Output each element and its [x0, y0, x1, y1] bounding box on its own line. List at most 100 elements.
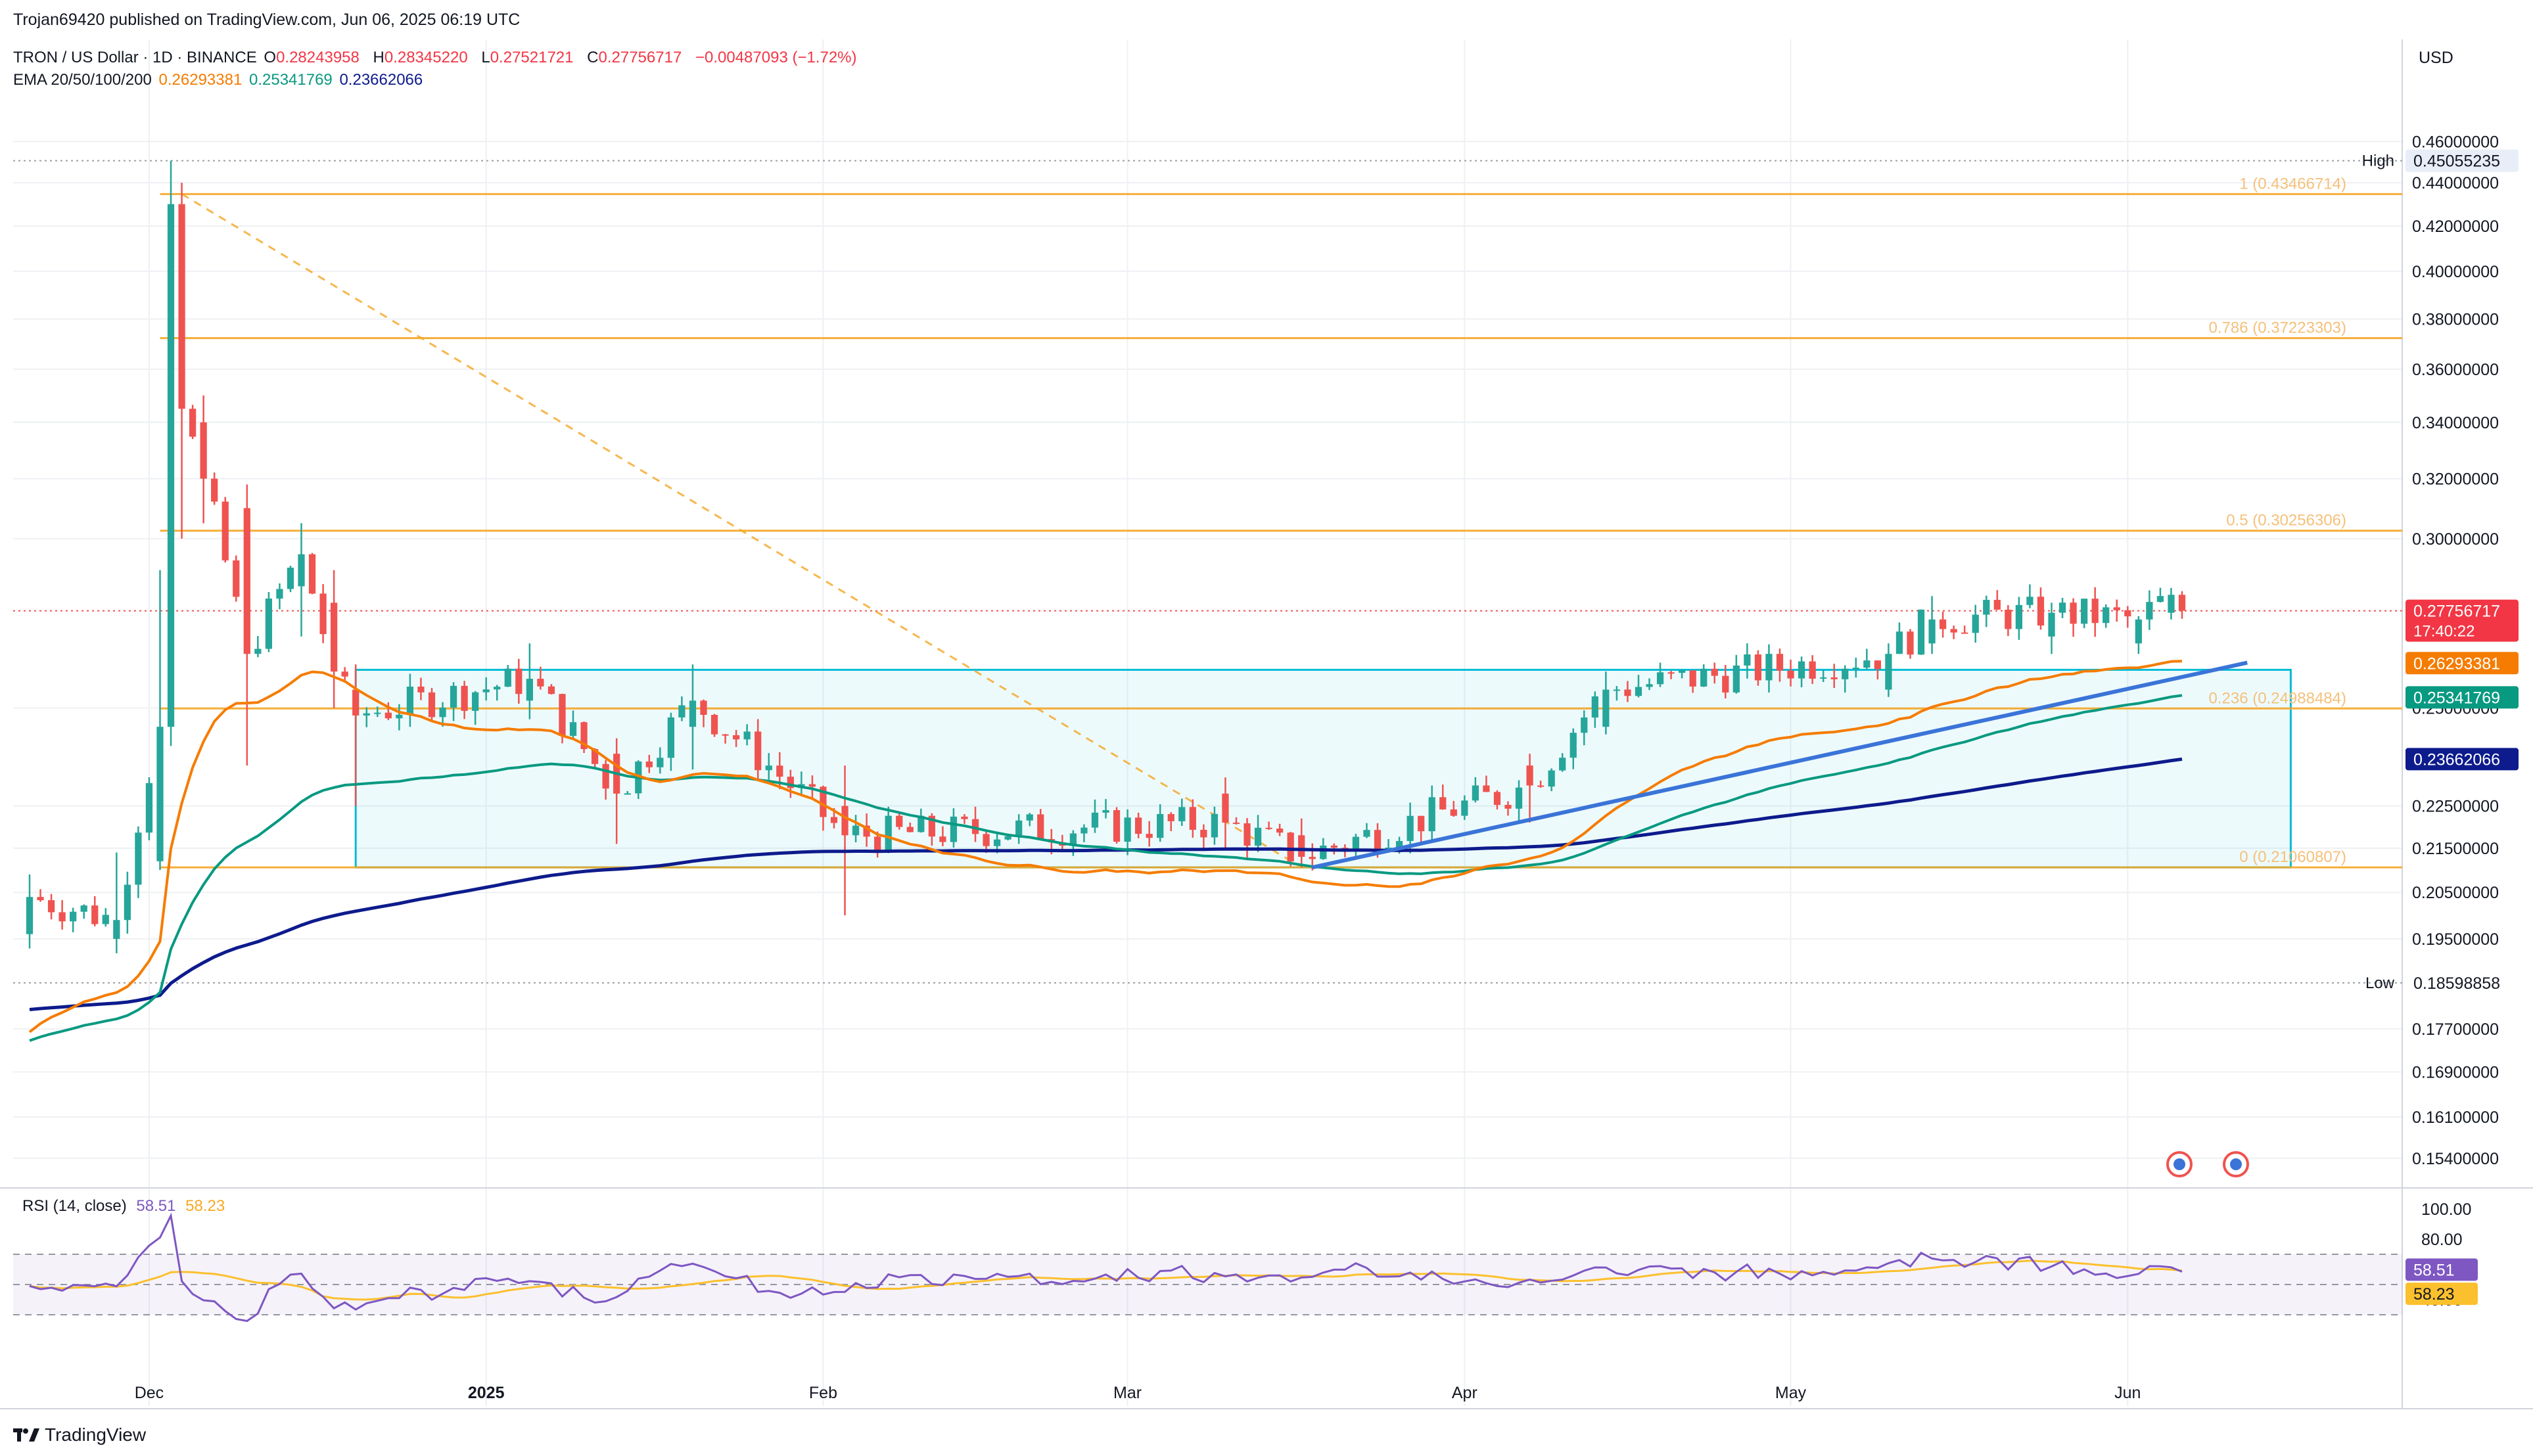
candle-body[interactable] [1157, 813, 1164, 838]
candle-body[interactable] [896, 815, 903, 827]
candle-body[interactable] [983, 834, 990, 846]
candle-body[interactable] [1559, 758, 1566, 771]
candle-body[interactable] [787, 777, 794, 788]
candle-body[interactable] [1754, 654, 1762, 681]
candle-body[interactable] [70, 911, 77, 922]
candle-body[interactable] [1395, 841, 1403, 848]
candle-body[interactable] [1015, 820, 1023, 836]
candle-body[interactable] [1895, 631, 1903, 654]
candle-body[interactable] [374, 712, 381, 714]
candle-body[interactable] [1265, 827, 1272, 829]
candle-body[interactable] [406, 687, 414, 715]
candle-body[interactable] [1113, 810, 1121, 842]
candle-body[interactable] [1569, 733, 1577, 758]
ema20-line[interactable] [28, 660, 2183, 1034]
candle-body[interactable] [2178, 595, 2186, 611]
candle-body[interactable] [765, 765, 772, 771]
candle-body[interactable] [461, 685, 468, 711]
candle-body[interactable] [2058, 603, 2066, 613]
candle-body[interactable] [1939, 619, 1947, 629]
candle-body[interactable] [494, 687, 501, 690]
candle-body[interactable] [1363, 830, 1370, 837]
candle-body[interactable] [47, 900, 55, 913]
currency-label[interactable]: USD [2419, 49, 2453, 67]
candle-body[interactable] [874, 836, 881, 852]
candle-body[interactable] [1439, 797, 1447, 809]
candle-body[interactable] [1776, 654, 1784, 671]
candle-body[interactable] [1091, 812, 1099, 828]
candle-body[interactable] [906, 827, 914, 832]
candle-body[interactable] [1037, 814, 1044, 840]
trend-line[interactable] [1312, 660, 2248, 870]
candle-body[interactable] [331, 603, 338, 672]
candle-body[interactable] [124, 884, 131, 921]
candle-body[interactable] [37, 897, 44, 901]
candle-body[interactable] [1711, 668, 1718, 676]
candle-body[interactable] [1787, 670, 1794, 679]
candle-body[interactable] [1124, 817, 1131, 842]
candle-body[interactable] [928, 815, 935, 837]
candle-body[interactable] [820, 786, 827, 817]
candle-body[interactable] [1200, 829, 1207, 838]
candle-body[interactable] [624, 793, 631, 795]
candle-body[interactable] [710, 715, 718, 735]
candle-body[interactable] [732, 735, 740, 740]
candle-body[interactable] [2146, 602, 2153, 620]
candle-body[interactable] [233, 560, 240, 597]
candle-body[interactable] [2005, 609, 2012, 629]
candle-body[interactable] [58, 912, 66, 922]
candle-body[interactable] [298, 554, 305, 587]
candle-body[interactable] [221, 501, 229, 560]
candle-body[interactable] [678, 705, 686, 717]
candle-body[interactable] [113, 920, 120, 939]
candle-body[interactable] [950, 816, 958, 842]
candle-body[interactable] [1352, 836, 1360, 850]
rsi-line[interactable] [29, 1212, 2183, 1323]
candle-body[interactable] [319, 593, 327, 635]
fib-anchor-line[interactable] [181, 193, 1303, 869]
candle-body[interactable] [2026, 597, 2033, 605]
candle-body[interactable] [852, 825, 860, 836]
candle-body[interactable] [352, 689, 360, 716]
candle-body[interactable] [1885, 654, 1892, 690]
range-box[interactable] [354, 668, 2292, 869]
candle-body[interactable] [537, 679, 544, 687]
candle-body[interactable] [211, 478, 218, 502]
candle-body[interactable] [689, 700, 697, 727]
candle-body[interactable] [1972, 614, 1979, 633]
ema50-line[interactable] [29, 694, 2183, 1042]
candle-body[interactable] [1134, 817, 1142, 834]
ema200-line[interactable] [29, 757, 2183, 1011]
candle-body[interactable] [667, 717, 675, 758]
candle-body[interactable] [341, 671, 348, 677]
candle-body[interactable] [178, 204, 185, 409]
candle-body[interactable] [135, 832, 142, 885]
candle-body[interactable] [2081, 599, 2088, 624]
candle-body[interactable] [156, 727, 164, 861]
candle-body[interactable] [830, 817, 838, 823]
candle-body[interactable] [482, 689, 490, 693]
candle-body[interactable] [2168, 595, 2175, 613]
candle-body[interactable] [755, 731, 762, 771]
candle-body[interactable] [167, 204, 175, 727]
candle-body[interactable] [308, 554, 316, 594]
candle-body[interactable] [1330, 845, 1337, 848]
candle-body[interactable] [2048, 612, 2055, 637]
candle-body[interactable] [1950, 629, 1957, 633]
candle-body[interactable] [1744, 654, 1751, 666]
candle-body[interactable] [1222, 793, 1229, 823]
candle-body[interactable] [1809, 661, 1816, 679]
candle-body[interactable] [1146, 834, 1153, 838]
candle-body[interactable] [1928, 619, 1936, 644]
candle-body[interactable] [1287, 832, 1294, 862]
candle-body[interactable] [1667, 672, 1675, 674]
candle-body[interactable] [1917, 609, 1925, 655]
candle-body[interactable] [91, 905, 99, 924]
candle-body[interactable] [939, 836, 946, 842]
candle-body[interactable] [1374, 830, 1382, 852]
candle-body[interactable] [1320, 845, 1327, 859]
candle-body[interactable] [145, 783, 153, 833]
candle-body[interactable] [254, 648, 262, 654]
candle-body[interactable] [1081, 827, 1088, 834]
